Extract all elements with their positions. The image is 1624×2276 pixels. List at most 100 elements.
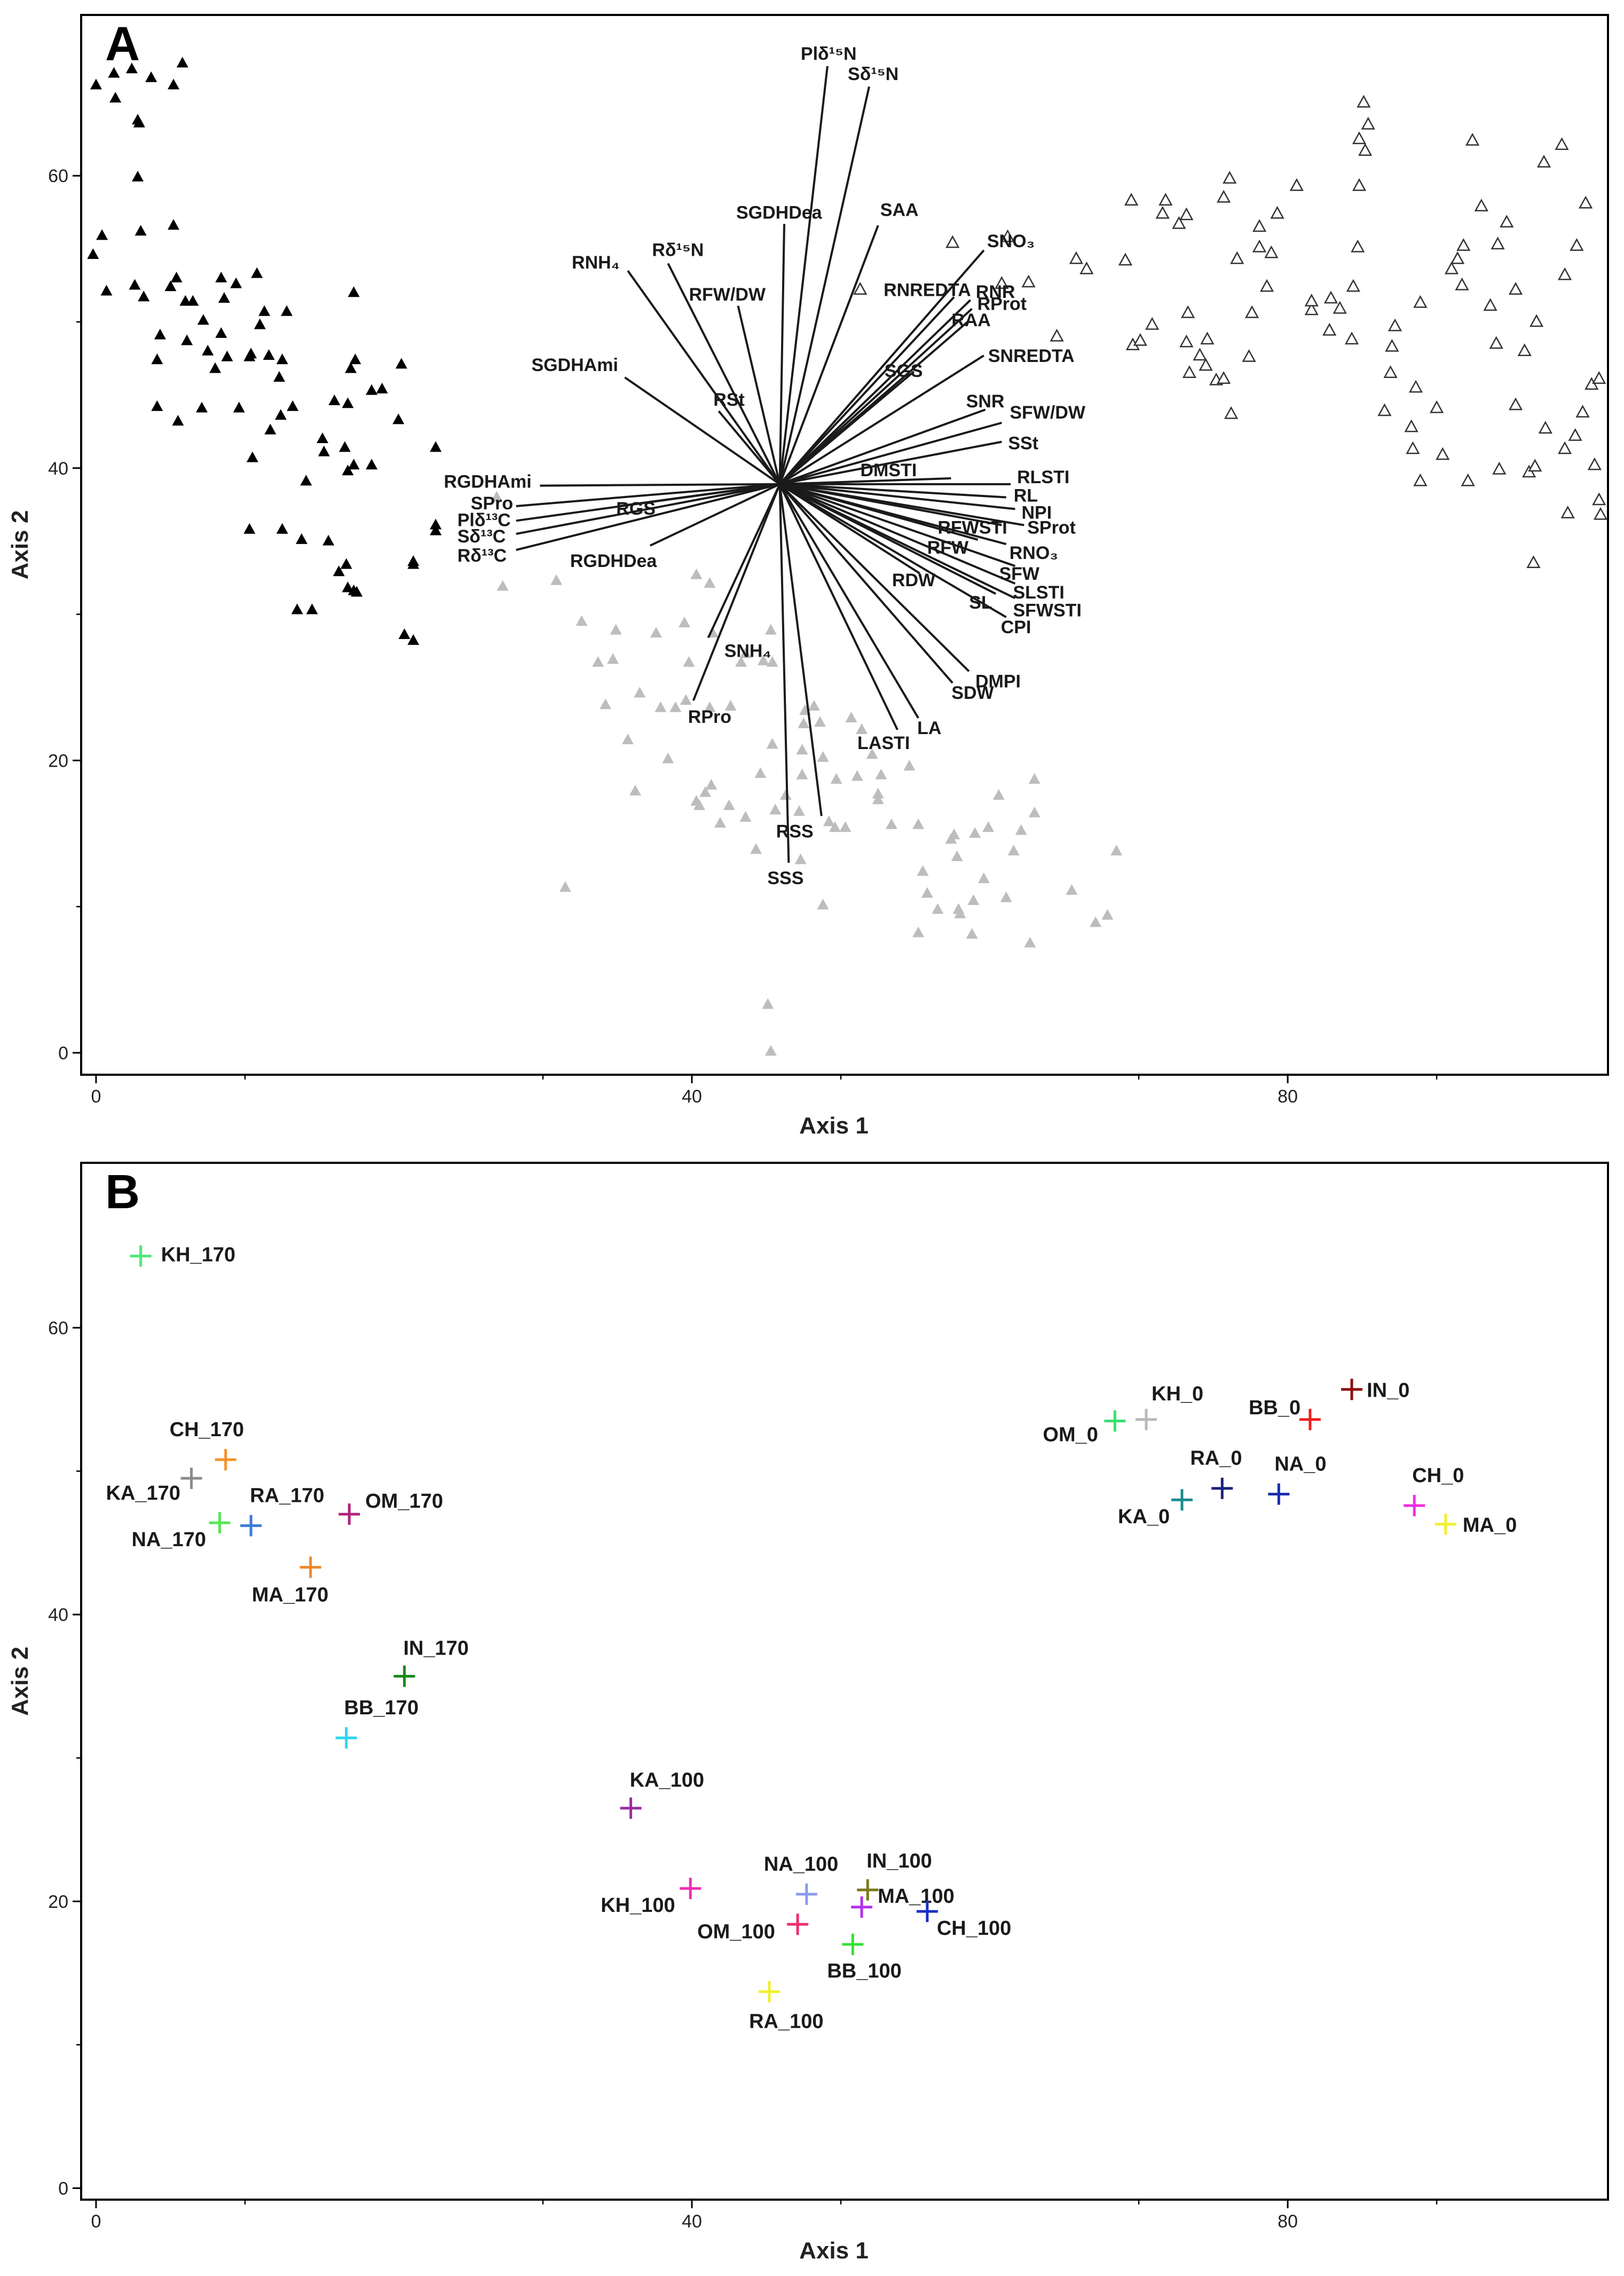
point-triangle-filled [967,894,980,905]
point-triangle-filled [912,818,925,829]
vector-label-rst: RSt [713,390,745,410]
point-triangle-filled [634,687,646,698]
point-triangle-open [1538,421,1552,434]
point-triangle-open [1455,277,1469,290]
y-tick-label: 40 [48,1605,68,1625]
point-triangle-open [1304,294,1319,306]
vector-rgdhdea [650,483,781,547]
point-label-ma-0: MA_0 [1463,1514,1517,1537]
point-triangle-filled [215,271,227,282]
vector-label-rfw-dw: RFW/DW [689,285,766,305]
point-triangle-filled [407,634,420,645]
point-triangle-filled [170,271,183,282]
point-triangle-open [1217,190,1231,203]
point-triangle-filled [317,432,329,443]
point-triangle-filled [830,773,842,784]
point-triangle-filled [154,328,166,340]
vector-rno3 [779,483,1007,546]
point-triangle-filled [243,523,256,534]
point-label-ka-100: KA_100 [630,1769,704,1792]
point-triangle-filled [921,887,933,898]
vector-label-sd13c: Sδ¹³C [458,526,506,547]
point-triangle-filled [245,348,257,359]
point-triangle-open [1158,193,1173,206]
point-triangle-open [1492,461,1507,475]
vector-label-raa: RAA [951,310,991,330]
point-triangle-filled [1066,884,1078,895]
point-triangle-filled [607,653,619,664]
point-triangle-filled [764,624,777,635]
point-triangle-filled [817,751,829,762]
point-triangle-filled [306,603,318,615]
vector-snredta [779,355,984,485]
point-triangle-filled [757,655,769,666]
point-triangle-filled [796,768,808,779]
point-triangle-filled [221,350,233,361]
point-triangle-filled [151,400,163,411]
point-triangle-filled [1024,936,1036,948]
point-triangle-filled [251,267,263,278]
point-triangle-filled [264,423,277,435]
point-triangle-filled [969,827,981,838]
point-triangle-filled [982,821,995,832]
point-triangle-filled [196,401,208,413]
vector-sdw [779,483,953,684]
point-triangle-open [1404,419,1418,432]
vector-cpi [779,483,1007,618]
point-label-kh-100: KH_100 [601,1894,675,1917]
vector-sfw-dw [779,421,1002,485]
point-triangle-filled [430,441,442,452]
point-triangle-filled [683,656,695,667]
vector-rgdhami [540,483,780,487]
vector-label-rss: RSS [776,821,814,841]
vector-label-rnh4: RNH₄ [572,253,620,273]
point-triangle-open [1529,314,1544,327]
vector-label-saa: SAA [880,200,919,220]
vector-label-sgdhdea: SGDHDea [736,203,823,223]
point-triangle-open [1592,492,1606,506]
point-triangle-open [1357,94,1371,108]
point-triangle-open [995,276,1009,289]
point-label-kh-0: KH_0 [1152,1383,1203,1405]
point-label-bb-170: BB_170 [344,1697,419,1719]
point-triangle-filled [197,314,209,325]
point-triangle-filled [1110,845,1123,856]
point-triangle-open [1181,305,1195,318]
vector-dmpi [779,483,970,672]
vector-label-rgdhdea: RGDHDea [570,551,658,571]
vector-sprot [779,483,1024,526]
point-triangle-filled [932,903,944,914]
vector-label-rgdhami: RGDHAmi [444,472,531,492]
vector-label-sfwsti: SFWSTI [1013,600,1081,620]
point-label-ch-0: CH_0 [1412,1464,1464,1487]
point-triangle-open [1517,343,1532,356]
point-triangle-filled [342,397,354,408]
y-axis-label: Axis 2 [7,510,33,580]
point-triangle-open [1528,459,1542,472]
point-triangle-filled [764,1045,777,1056]
point-triangle-open [1021,274,1036,288]
point-triangle-filled [300,475,312,486]
point-triangle-open [1323,290,1338,304]
point-triangle-open [1193,348,1207,361]
point-triangle-open [1155,206,1170,219]
point-triangle-filled [398,628,411,639]
point-triangle-filled [796,744,808,755]
vector-label-rlsti: RLSTI [1017,467,1069,487]
vector-slsti [779,483,1016,585]
vector-sd15n [778,86,870,485]
point-triangle-filled [333,565,345,577]
point-triangle-filled [167,78,179,90]
point-triangle-filled [576,615,588,626]
point-triangle-open [1489,336,1503,349]
point-triangle-filled [90,78,102,90]
point-triangle-filled [669,701,682,712]
point-triangle-filled [559,881,571,892]
point-triangle-filled [187,295,199,306]
point-triangle-filled [145,71,157,82]
point-triangle-open [1408,380,1423,393]
point-triangle-filled [829,821,841,832]
point-triangle-filled [724,700,737,711]
point-triangle-filled [1000,891,1012,902]
